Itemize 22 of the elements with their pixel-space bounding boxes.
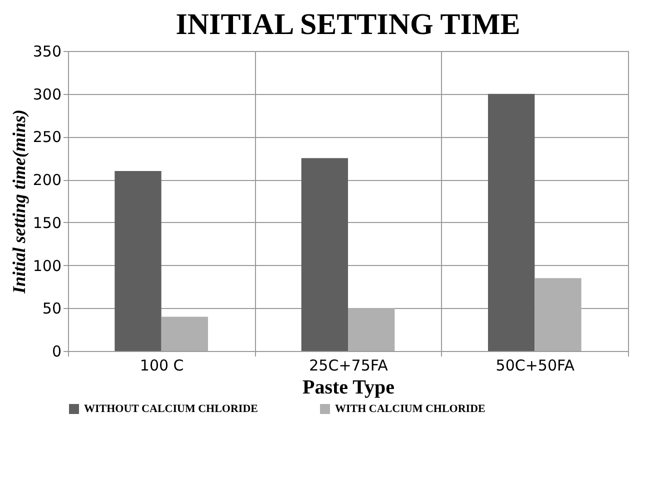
y-tick-label: 350 <box>32 42 62 60</box>
y-tick-label: 250 <box>32 128 62 146</box>
bar <box>488 94 535 351</box>
x-tick-label: 50C+50FA <box>496 356 576 374</box>
bar <box>348 308 395 351</box>
y-axis-title: Initial setting time(mins) <box>8 109 29 295</box>
bar <box>301 158 348 351</box>
x-axis-title: Paste Type <box>302 376 395 398</box>
legend-label: WITHOUT CALCIUM CHLORIDE <box>84 403 258 415</box>
y-tick-label: 300 <box>32 85 62 104</box>
x-tick-label: 25C+75FA <box>309 356 389 374</box>
y-tick-label: 150 <box>32 214 62 232</box>
bar <box>114 171 162 351</box>
y-tick-label: 50 <box>42 300 62 318</box>
bar <box>161 316 208 351</box>
y-tick-label: 0 <box>52 342 62 360</box>
legend-label: WITH CALCIUM CHLORIDE <box>335 403 486 415</box>
y-tick-label: 100 <box>32 256 62 275</box>
bar <box>534 278 582 351</box>
chart-title: INITIAL SETTING TIME <box>176 8 520 41</box>
y-tick-label: 200 <box>32 171 62 190</box>
x-tick-label: 100 C <box>140 356 184 374</box>
